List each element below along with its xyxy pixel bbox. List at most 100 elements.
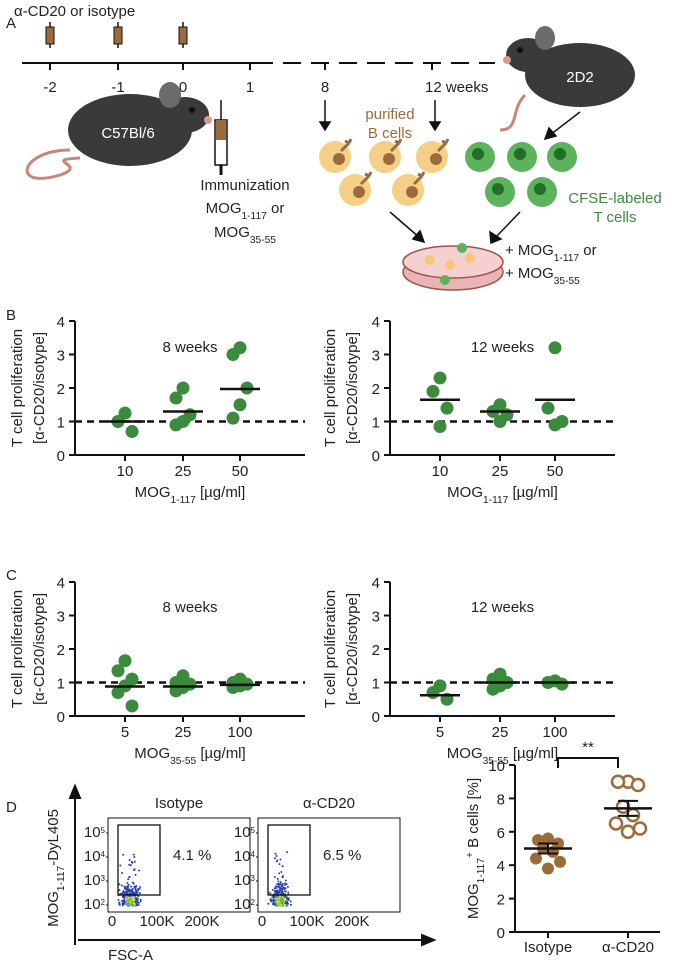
dish-label-part: 1-117 [554, 253, 580, 264]
timeline-label: 12 weeks [425, 79, 488, 96]
density-dot [130, 860, 133, 863]
y-axis-label: [α-CD20/isotype] [31, 332, 48, 444]
significance-label: ** [582, 739, 594, 756]
density-dot [277, 885, 280, 888]
density-dot [284, 882, 287, 885]
mouse-nose [204, 116, 212, 124]
density-dot [123, 885, 126, 888]
density-dot [117, 898, 120, 901]
y-axis-label: [α-CD20/isotype] [344, 593, 361, 705]
data-point [426, 686, 440, 700]
density-dot [285, 898, 288, 901]
tick-exp: 3 [101, 874, 106, 883]
density-dot [274, 852, 277, 855]
flow-axes-arrows [68, 783, 437, 947]
density-dot [138, 892, 141, 895]
dish-tcell [440, 275, 450, 285]
dish-label-part: + MOG [505, 265, 554, 282]
dish [402, 243, 504, 291]
y-axis-label-part: B cells [%] [465, 778, 482, 852]
tail [499, 93, 527, 132]
density-dot [275, 860, 278, 863]
y-axis-label: [α-CD20/isotype] [31, 593, 48, 705]
density-dot [285, 883, 288, 886]
flow-y-tick-label: 105 [234, 824, 256, 841]
dish-label-part: + MOG [505, 242, 554, 259]
antigen-label-part: MOG [206, 200, 242, 217]
density-dot [131, 903, 134, 906]
arrows [318, 100, 581, 245]
tick-base: 10 [234, 824, 251, 841]
dish-label-part: or [579, 242, 597, 259]
flow-x-tick-label: 100K [139, 913, 174, 930]
data-point [632, 821, 648, 836]
density-dot [284, 890, 287, 893]
x-tick-label: 10 [117, 463, 134, 480]
panel-label: A [6, 15, 16, 32]
tcell-nucleus [472, 148, 484, 160]
density-dot [282, 895, 285, 898]
flow-title: Isotype [155, 795, 203, 812]
density-dot [136, 891, 139, 894]
y-axis-label: MOG1-117+ B cells [%] [465, 778, 487, 919]
density-dot [276, 902, 279, 905]
x-axis-label-part: 35-55 [483, 756, 509, 767]
x-tick-label: 50 [232, 463, 249, 480]
antigen-label-part: 1-117 [242, 211, 268, 222]
density-dot [280, 870, 283, 873]
x-axis-label-part: MOG [447, 745, 483, 762]
density-dot [276, 889, 279, 892]
tick-base: 10 [84, 824, 101, 841]
density-dot [274, 900, 277, 903]
flow-y-label-part: MOG [45, 891, 62, 927]
y-tick-label: 1 [372, 676, 380, 693]
density-dot [281, 885, 284, 888]
y-tick-label: 4 [497, 858, 505, 875]
density-dot [280, 891, 283, 894]
density-dot [287, 891, 290, 894]
density-dot [281, 892, 284, 895]
y-axis-label-part: 1-117 [476, 858, 487, 884]
flow-x-tick-label: 0 [108, 913, 116, 930]
density-dot [131, 899, 134, 902]
y-axis-label-part: MOG [465, 883, 482, 919]
density-dot [133, 860, 136, 863]
arrow-head [318, 121, 332, 132]
y-tick-label: 1 [372, 415, 380, 432]
x-axis-label: MOG1-117 [µg/ml] [447, 484, 558, 506]
mouse-nose [503, 56, 511, 64]
density-dot [132, 882, 135, 885]
tick-base: 10 [234, 872, 251, 889]
flow-y-label: MOG1-117-DyL405 [45, 809, 67, 927]
density-dot [289, 903, 292, 906]
y-tick-label: 2 [57, 642, 65, 659]
gate [267, 824, 311, 896]
bcell-label: B cells [368, 125, 412, 142]
dish-bcell [425, 255, 435, 265]
tcell-label: CFSE-labeled [568, 190, 661, 207]
data-point [111, 664, 125, 678]
tick-base: 10 [84, 872, 101, 889]
syringe-barrel [113, 26, 123, 45]
density-dot [281, 874, 284, 877]
chart-title: 8 weeks [162, 599, 217, 616]
density-dot [126, 888, 129, 891]
density-dot [286, 851, 289, 854]
data-point [125, 699, 139, 713]
data-point [555, 677, 569, 691]
x-axis-label: MOG35-55 [µg/ml] [447, 745, 558, 767]
bcell-receptor [412, 171, 426, 186]
timeline-label: 8 [321, 79, 329, 96]
syringe-fill [216, 120, 226, 140]
error-bar [538, 842, 558, 855]
density-dot [135, 899, 138, 902]
y-tick-label: 2 [372, 381, 380, 398]
mouse-ear [159, 82, 181, 108]
treatment-label: α-CD20 or isotype [14, 3, 135, 20]
cells [319, 138, 577, 207]
x-axis-label-part: MOG [447, 484, 483, 501]
bcell-receptor [339, 138, 353, 153]
density-dot [127, 883, 130, 886]
arrow-head [411, 229, 426, 244]
density-dot [279, 887, 282, 890]
